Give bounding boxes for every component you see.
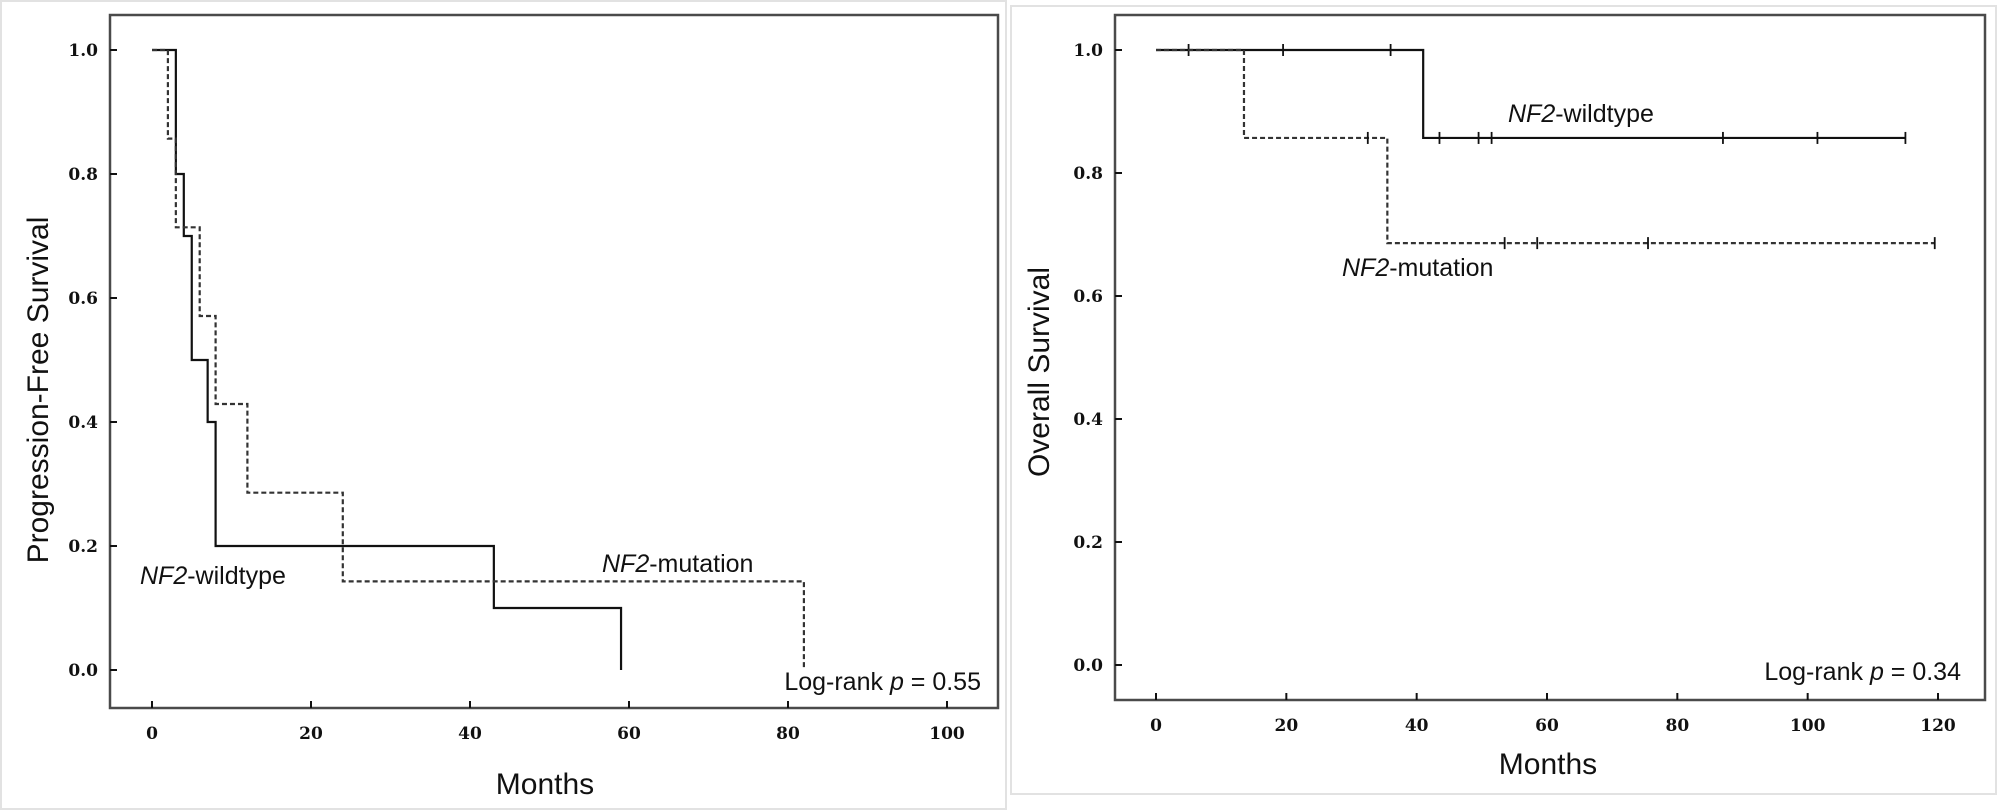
series-label-gene: NF2 <box>602 550 649 578</box>
y-tick-label: 0.4 <box>68 413 98 433</box>
x-tick-label: 20 <box>299 724 323 744</box>
y-tick-label: 0.0 <box>68 661 98 681</box>
log-rank-p: p <box>1869 658 1884 686</box>
log-rank-annotation: Log-rank p = 0.34 <box>1764 658 1961 686</box>
series-label-status: -mutation <box>1389 254 1493 282</box>
x-axis-title: Months <box>496 768 594 801</box>
x-tick-label: 80 <box>1665 716 1689 736</box>
series-label: NF2-wildtype <box>1508 100 1654 128</box>
x-tick-label: 0 <box>146 724 158 744</box>
series-label-gene: NF2 <box>1508 100 1555 128</box>
y-tick-label: 1.0 <box>1073 41 1103 61</box>
x-tick-label: 120 <box>1920 716 1956 736</box>
series-label-gene: NF2 <box>1342 254 1389 282</box>
x-tick-label: 100 <box>1790 716 1826 736</box>
log-rank-prefix: Log-rank <box>784 668 890 696</box>
log-rank-prefix: Log-rank <box>1764 658 1870 686</box>
x-tick-label: 0 <box>1150 716 1162 736</box>
series-label: NF2-mutation <box>602 550 753 578</box>
y-tick-label: 0.6 <box>68 289 98 309</box>
wildtype-survival-curve <box>1156 48 1906 140</box>
series-label: NF2-mutation <box>1342 254 1493 282</box>
y-axis-title: Overall Survival <box>1023 267 1056 477</box>
log-rank-value: = 0.55 <box>904 668 981 696</box>
x-tick-label: 60 <box>617 724 641 744</box>
mutation-survival-curve <box>152 48 805 670</box>
x-tick-label: 100 <box>929 724 965 744</box>
series-label-status: -mutation <box>649 550 753 578</box>
x-tick-label: 60 <box>1535 716 1559 736</box>
plot-frame <box>1113 13 1987 702</box>
log-rank-value: = 0.34 <box>1884 658 1961 686</box>
series-label-status: -wildtype <box>1555 100 1654 128</box>
x-tick-label: 40 <box>458 724 482 744</box>
y-tick-label: 0.2 <box>68 537 98 557</box>
series-label: NF2-wildtype <box>140 562 286 590</box>
plot-frame <box>108 13 1000 710</box>
os-chart-panel: 0.0 0.2 0.4 0.6 0.8 1.0 0 20 40 60 80 100 120 Months O… <box>1008 0 2000 812</box>
y-tick-label: 0.2 <box>1073 533 1103 553</box>
x-tick-label: 40 <box>1405 716 1429 736</box>
y-tick-label: 0.4 <box>1073 410 1103 430</box>
y-axis-title: Progression-Free Survival <box>22 217 55 564</box>
series-label-status: -wildtype <box>187 562 286 590</box>
x-axis-title: Months <box>1499 748 1597 781</box>
wildtype-survival-curve <box>152 48 623 670</box>
x-tick-label: 20 <box>1274 716 1298 736</box>
y-tick-label: 0.0 <box>1073 656 1103 676</box>
y-tick-label: 0.6 <box>1073 287 1103 307</box>
log-rank-annotation: Log-rank p = 0.55 <box>784 668 981 696</box>
x-tick-label: 80 <box>776 724 800 744</box>
pfs-chart-svg: 0.0 0.2 0.4 0.6 0.8 1.0 0 20 40 60 80 100 Months Prog… <box>0 0 1007 810</box>
y-tick-label: 0.8 <box>1073 164 1103 184</box>
os-chart-svg: 0.0 0.2 0.4 0.6 0.8 1.0 0 20 40 60 80 100 120 Months O… <box>1010 5 1997 795</box>
mutation-survival-curve <box>1156 48 1935 245</box>
panel-outer-border <box>1010 5 1997 795</box>
y-tick-label: 1.0 <box>68 41 98 61</box>
pfs-chart-panel: 0.0 0.2 0.4 0.6 0.8 1.0 0 20 40 60 80 100 Months Prog… <box>0 0 1008 812</box>
y-tick-label: 0.8 <box>68 165 98 185</box>
series-label-gene: NF2 <box>140 562 187 590</box>
log-rank-p: p <box>889 668 904 696</box>
panel-outer-border <box>0 0 1007 810</box>
